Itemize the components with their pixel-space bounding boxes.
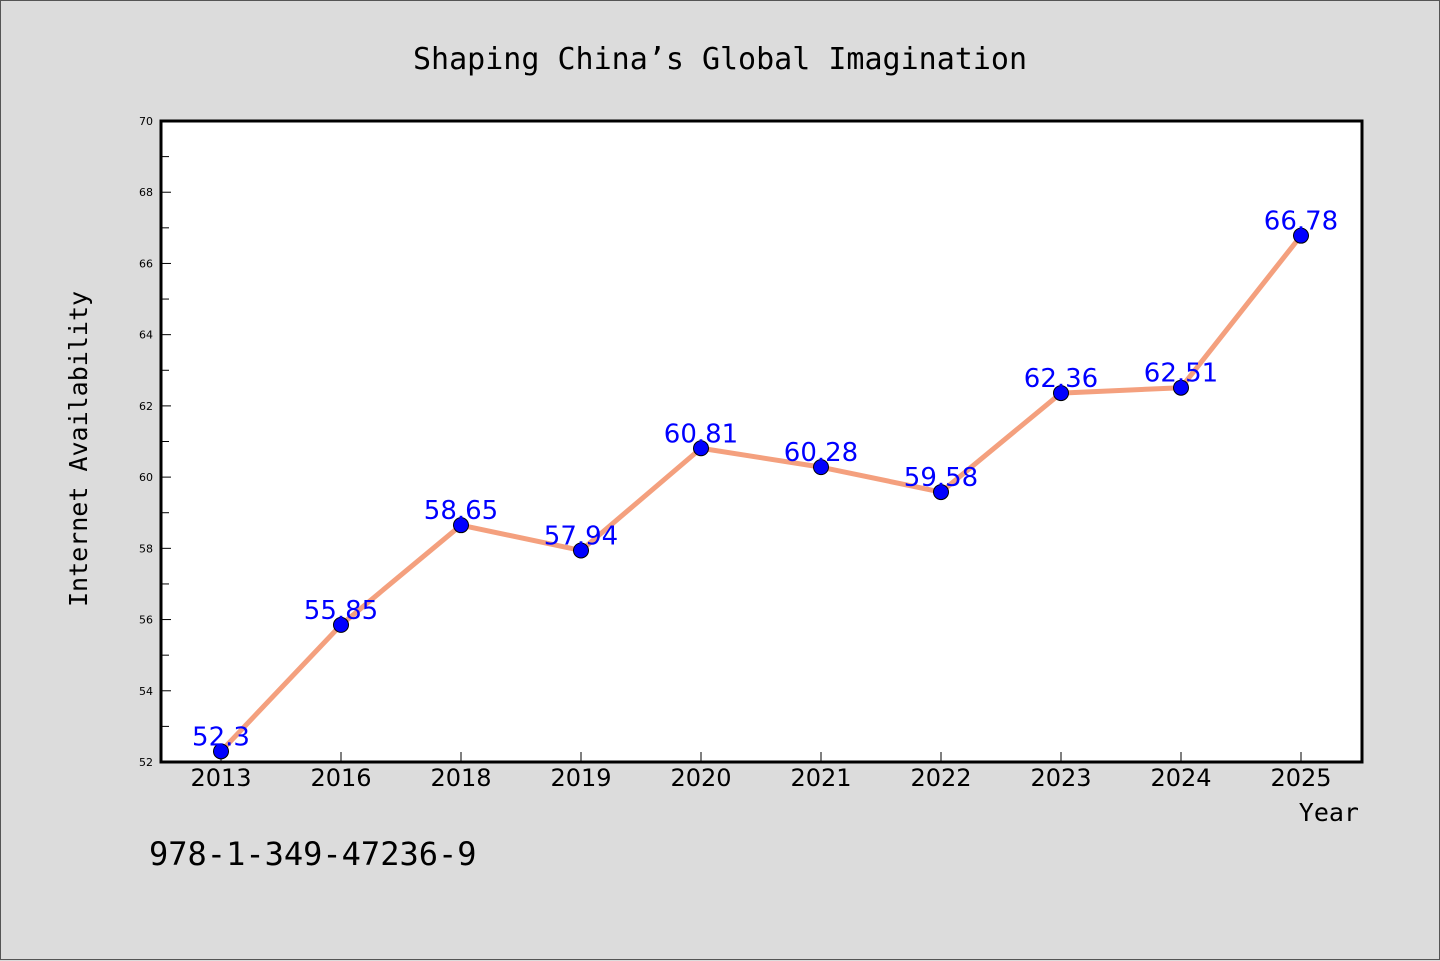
series-line — [219, 234, 1303, 754]
data-label: 60.81 — [664, 419, 738, 449]
y-tick-label: 70 — [139, 115, 153, 128]
data-labels: 52.3 55.85 58.65 57.94 60.81 60.28 59.58 62.36 6… — [192, 207, 1338, 753]
data-point — [693, 440, 709, 457]
data-label: 62.36 — [1024, 364, 1098, 394]
data-point — [1053, 385, 1069, 402]
x-tick-label: 2023 — [1030, 764, 1091, 792]
data-point — [453, 517, 469, 534]
data-label: 60.28 — [784, 438, 858, 468]
y-tick-label: 54 — [139, 685, 153, 698]
chart-title: Shaping China’s Global Imagination — [413, 42, 1027, 77]
y-axis-title: Internet Availability — [64, 291, 93, 607]
plot-border — [159, 119, 1364, 764]
data-label: 52.3 — [192, 722, 250, 752]
x-axis-title: Year — [1299, 798, 1359, 827]
data-point — [1293, 227, 1309, 244]
isbn-text: 978-1-349-47236-9 — [149, 835, 477, 873]
x-tick-label: 2018 — [430, 764, 491, 792]
x-tick-label: 2024 — [1150, 764, 1211, 792]
data-point — [813, 459, 829, 476]
x-tick-label: 2016 — [310, 764, 371, 792]
x-tick-label: 2022 — [910, 764, 971, 792]
plot-area — [161, 121, 1362, 762]
y-tick-label: 66 — [139, 257, 153, 270]
y-tick-label: 58 — [139, 542, 153, 555]
data-label: 66.78 — [1264, 207, 1338, 237]
y-tick-label: 60 — [139, 471, 153, 484]
x-tick-label: 2019 — [550, 764, 611, 792]
data-markers — [213, 227, 1309, 760]
y-tick-label: 62 — [139, 400, 153, 413]
data-point — [933, 484, 949, 501]
x-tick-label: 2025 — [1270, 764, 1331, 792]
data-label: 58.65 — [424, 496, 498, 526]
data-point — [213, 743, 229, 760]
y-tick-label: 52 — [139, 756, 153, 769]
y-tick-label: 68 — [139, 186, 153, 199]
x-tick-label: 2021 — [790, 764, 851, 792]
data-point — [573, 542, 589, 559]
data-label: 57.94 — [544, 521, 618, 551]
x-tick-label: 2013 — [190, 764, 251, 792]
data-point — [333, 616, 349, 633]
data-point — [1173, 379, 1189, 396]
x-axis-ticks: 2013 2016 2018 2019 2020 2021 2022 2023 2024 2025 — [190, 752, 1332, 792]
data-label: 55.85 — [304, 596, 378, 626]
data-label: 62.51 — [1144, 359, 1218, 389]
data-label: 59.58 — [904, 463, 978, 493]
y-tick-label: 56 — [139, 614, 153, 627]
y-tick-label: 64 — [139, 329, 153, 342]
y-axis-ticks: 52 54 56 58 60 62 64 66 68 70 — [139, 115, 171, 769]
x-tick-label: 2020 — [670, 764, 731, 792]
